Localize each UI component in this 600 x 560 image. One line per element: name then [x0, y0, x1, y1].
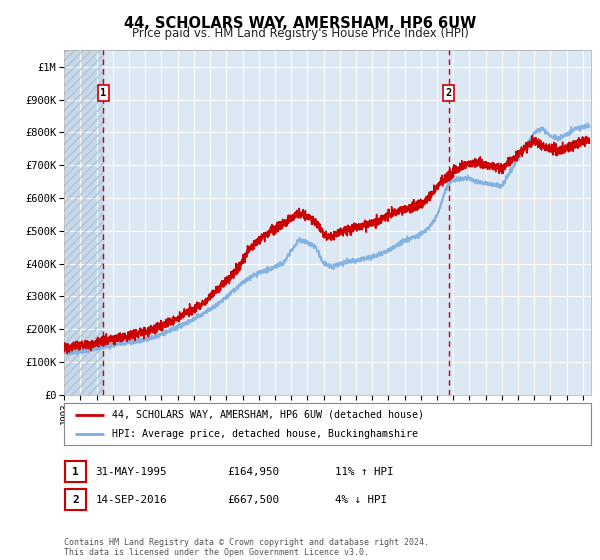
Text: 2: 2	[72, 494, 79, 505]
Text: £667,500: £667,500	[227, 494, 280, 505]
Text: HPI: Average price, detached house, Buckinghamshire: HPI: Average price, detached house, Buck…	[112, 429, 418, 439]
Text: 14-SEP-2016: 14-SEP-2016	[95, 494, 167, 505]
Text: 31-MAY-1995: 31-MAY-1995	[95, 466, 167, 477]
Text: 2: 2	[445, 88, 452, 98]
Text: 4% ↓ HPI: 4% ↓ HPI	[335, 494, 388, 505]
Text: 1: 1	[100, 88, 107, 98]
Text: 44, SCHOLARS WAY, AMERSHAM, HP6 6UW (detached house): 44, SCHOLARS WAY, AMERSHAM, HP6 6UW (det…	[112, 409, 424, 419]
Text: 11% ↑ HPI: 11% ↑ HPI	[335, 466, 394, 477]
Text: Price paid vs. HM Land Registry's House Price Index (HPI): Price paid vs. HM Land Registry's House …	[131, 27, 469, 40]
Bar	[64, 50, 103, 395]
Text: Contains HM Land Registry data © Crown copyright and database right 2024.
This d: Contains HM Land Registry data © Crown c…	[64, 538, 429, 557]
Text: 1: 1	[72, 466, 79, 477]
Text: 44, SCHOLARS WAY, AMERSHAM, HP6 6UW: 44, SCHOLARS WAY, AMERSHAM, HP6 6UW	[124, 16, 476, 31]
Text: £164,950: £164,950	[227, 466, 280, 477]
